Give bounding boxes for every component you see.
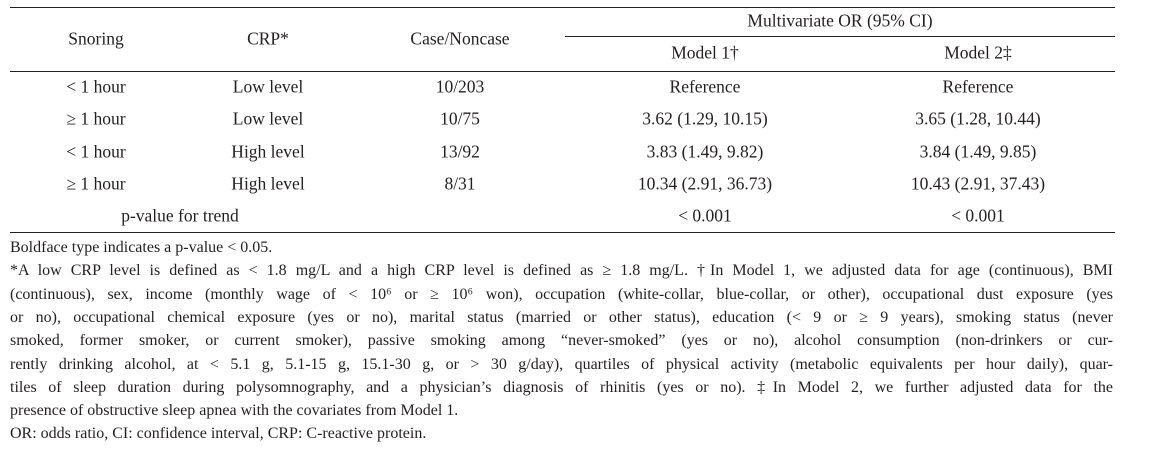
table-cell: High level xyxy=(231,141,305,162)
footnote-line: tiles of sleep duration during polysomno… xyxy=(10,378,1113,396)
header-rule xyxy=(10,71,1115,72)
bottom-rule xyxy=(10,232,1115,233)
table-cell: < 1 hour xyxy=(66,76,126,97)
table-cell: ≥ 1 hour xyxy=(66,173,126,194)
table-cell: ≥ 1 hour xyxy=(66,108,126,129)
table-cell: 3.62 (1.29, 10.15) xyxy=(642,108,768,129)
header-cell: Model 1† xyxy=(671,42,739,63)
table-cell: 10.34 (2.91, 36.73) xyxy=(637,173,773,194)
footnote-line: OR: odds ratio, CI: confidence interval,… xyxy=(10,425,427,443)
table-cell: 10.43 (2.91, 37.43) xyxy=(910,173,1046,194)
footnote-line: *A low CRP level is defined as < 1.8 mg/… xyxy=(10,262,1113,280)
table-cell: Reference xyxy=(669,76,741,97)
table-cell: 3.84 (1.49, 9.85) xyxy=(919,141,1037,162)
footnote-line: rently drinking alcohol, at < 5.1 g, 5.1… xyxy=(10,355,1113,373)
table-cell: 3.83 (1.49, 9.82) xyxy=(646,141,764,162)
footnote-line: presence of obstructive sleep apnea with… xyxy=(10,402,459,420)
top-rule xyxy=(10,7,1115,8)
trend-label: p-value for trend xyxy=(121,205,239,226)
table-cell: Low level xyxy=(232,76,304,97)
trend-cell: < 0.001 xyxy=(678,205,732,226)
table-cell: Low level xyxy=(232,108,304,129)
table-cell: < 1 hour xyxy=(66,141,126,162)
table-cell: 10/203 xyxy=(435,76,485,97)
table-cell: 3.65 (1.28, 10.44) xyxy=(915,108,1041,129)
table-cell: High level xyxy=(231,173,305,194)
header-group: Multivariate OR (95% CI) xyxy=(747,10,933,31)
footnote-line: Boldface type indicates a p-value < 0.05… xyxy=(10,239,273,256)
header-cell: CRP* xyxy=(247,28,289,49)
header-cell: Model 2‡ xyxy=(944,42,1012,63)
trend-cell: < 0.001 xyxy=(951,205,1005,226)
footnote-line: (continuous), sex, income (monthly wage … xyxy=(10,285,1113,303)
footnote-line: smoked, former smoker, or current smoker… xyxy=(10,332,1113,350)
footnote-line: or no), occupational chemical exposure (… xyxy=(10,308,1113,326)
header-cell: Case/Noncase xyxy=(410,28,510,49)
table-cell: 13/92 xyxy=(440,141,480,162)
header-cell: Snoring xyxy=(68,28,124,49)
group-rule xyxy=(565,36,1115,37)
table-cell: Reference xyxy=(942,76,1014,97)
table-cell: 8/31 xyxy=(444,173,476,194)
table-cell: 10/75 xyxy=(440,108,480,129)
